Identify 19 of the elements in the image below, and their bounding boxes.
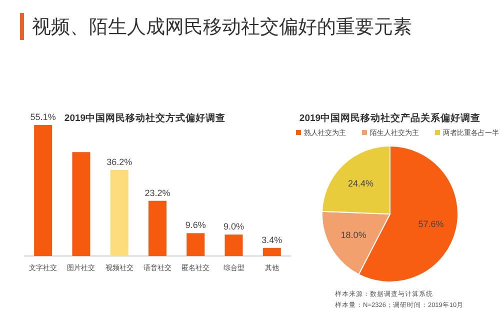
data-label: 9.0% (224, 222, 244, 232)
data-label: 9.6% (185, 220, 206, 230)
data-label: 36.2% (106, 156, 132, 167)
data-label: 55.1% (30, 112, 56, 122)
bar (34, 125, 52, 256)
bar (148, 200, 166, 256)
data-label: 24.4% (348, 178, 374, 189)
data-label: 3.4% (262, 234, 282, 245)
bar (224, 234, 243, 256)
bar (262, 248, 281, 256)
data-label: 18.0% (340, 230, 366, 240)
bar (110, 170, 128, 256)
text: 视频、陌生人成网民移动社交偏好的重要元素 (32, 16, 412, 38)
bar (186, 233, 205, 256)
chart-title: 2019中国网民移动社交方式偏好调查 (64, 112, 226, 124)
data-label: 23.2% (144, 188, 170, 198)
bar (72, 152, 90, 256)
data-label: 57.6% (418, 218, 444, 229)
chart-title: 2019中国网民移动社交产品关系偏好调查 (299, 112, 481, 124)
